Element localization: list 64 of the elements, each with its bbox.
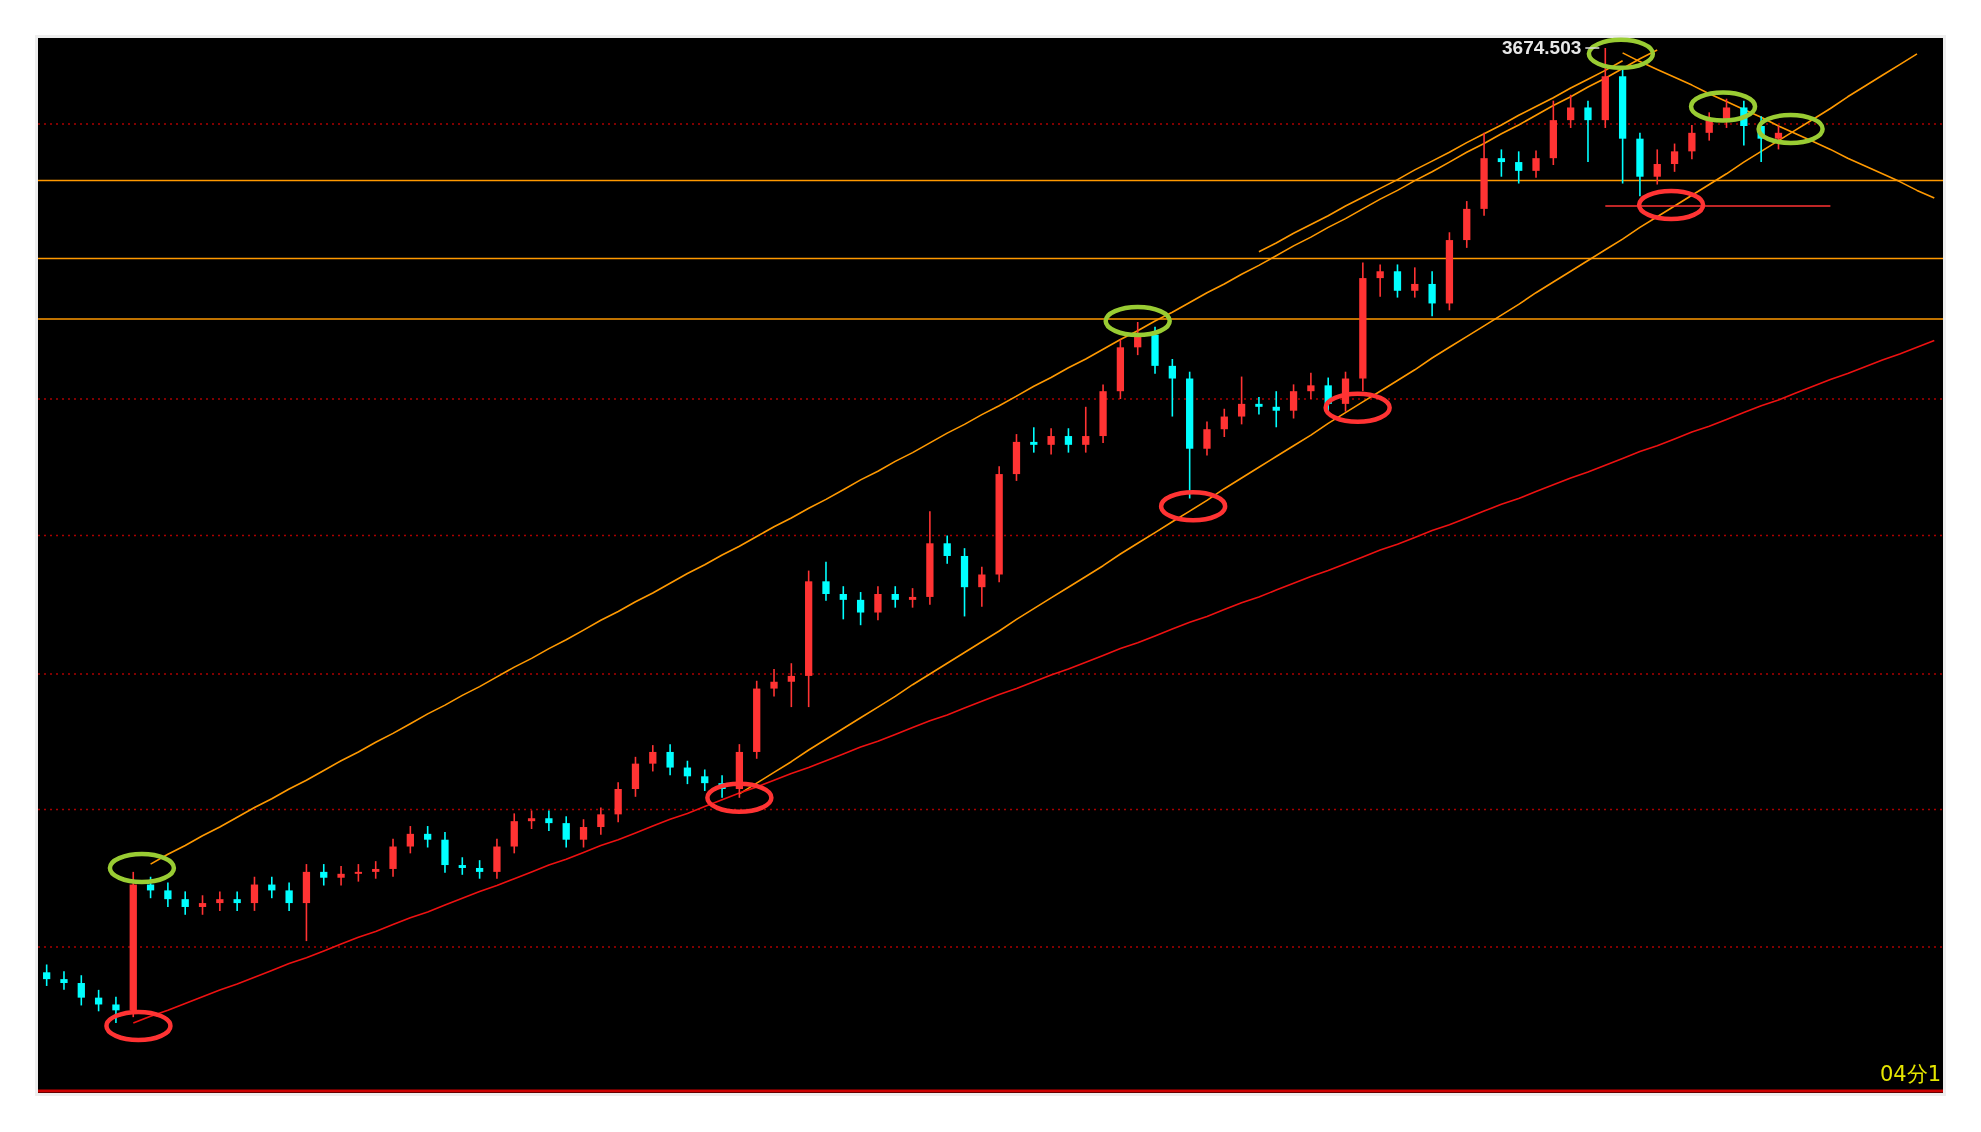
candlestick (112, 995, 120, 1024)
candlestick (545, 809, 553, 832)
candlestick (1428, 270, 1436, 317)
candlestick (250, 875, 259, 912)
candlestick (1255, 396, 1263, 416)
candlestick (475, 859, 484, 880)
candlestick (891, 585, 899, 609)
candlestick (424, 825, 432, 849)
candlestick (1289, 383, 1298, 420)
candlestick (1064, 427, 1073, 454)
candlestick (770, 668, 778, 698)
candlestick (1567, 94, 1575, 129)
candlestick (406, 825, 414, 855)
candlestick (1082, 406, 1090, 454)
candlestick (1272, 390, 1280, 429)
candlestick (1688, 124, 1696, 160)
candlestick (908, 587, 917, 609)
candlestick (1584, 99, 1592, 163)
candlestick (1515, 150, 1523, 185)
candlestick (1030, 426, 1038, 454)
candlestick (1411, 266, 1419, 299)
candlestick (372, 860, 380, 880)
candlestick (60, 970, 68, 991)
candlestick (701, 768, 709, 792)
candlestick (1497, 148, 1506, 178)
candlestick (43, 963, 51, 987)
candlestick (337, 865, 345, 887)
candlestick (1376, 263, 1384, 298)
annotation: 3674.503 (1502, 37, 1582, 58)
candlestick (216, 890, 224, 912)
candlestick (285, 881, 293, 912)
candlestick (649, 744, 657, 773)
candlestick (822, 561, 830, 602)
candlestick (1047, 427, 1055, 456)
candlestick (389, 837, 397, 878)
candlestick (1203, 420, 1211, 457)
candlestick (1237, 375, 1246, 426)
candlestick (1653, 148, 1661, 186)
candlestick (787, 662, 795, 708)
candlestick (320, 863, 328, 887)
candlestick (1168, 358, 1176, 418)
candlestick (233, 890, 241, 912)
candlestick (943, 534, 951, 565)
candlestick (1307, 371, 1315, 400)
candlestick (978, 565, 986, 608)
candlestick (458, 856, 466, 876)
candlestick (181, 890, 189, 916)
candlestick (597, 806, 605, 836)
candlestick (1532, 149, 1540, 179)
candlestick (579, 818, 588, 849)
candlestick (198, 894, 207, 916)
candlestick (164, 881, 172, 908)
candlestick (562, 815, 570, 849)
candlestick (1774, 125, 1783, 151)
candlestick (666, 743, 674, 777)
candlestick (1393, 263, 1402, 299)
candlestick (1220, 407, 1228, 438)
candlestick (527, 809, 536, 830)
text: 04分1 (1879, 1062, 1941, 1086)
candlestick (1670, 142, 1679, 173)
candlestick (77, 974, 85, 1007)
candlestick (839, 585, 847, 621)
candlestick (874, 585, 882, 622)
candlestick (856, 591, 865, 626)
